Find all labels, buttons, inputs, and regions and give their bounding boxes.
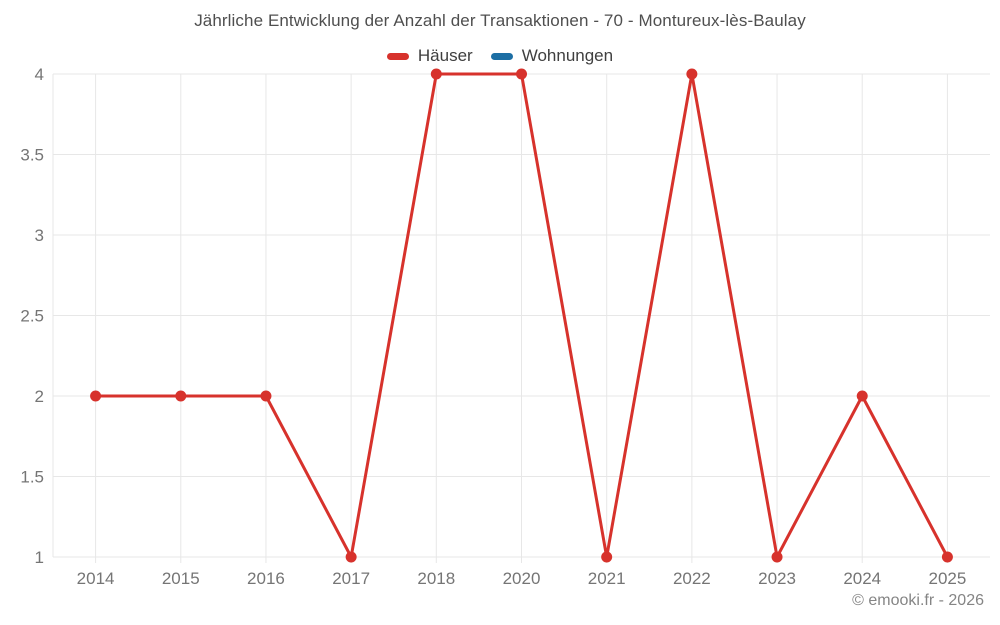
x-tick-label: 2021 [588,569,626,588]
legend-swatch-wohnungen-icon [490,52,513,60]
y-tick-label: 2 [35,387,44,406]
x-tick-label: 2017 [332,569,370,588]
y-tick-label: 2.5 [20,307,44,326]
x-tick-label: 2016 [247,569,285,588]
legend-item-hauser[interactable]: Häuser [386,46,473,66]
data-point[interactable] [175,390,187,402]
chart-footer-copyright: © emooki.fr - 2026 [852,592,984,609]
x-tick-label: 2018 [417,569,455,588]
data-point[interactable] [686,68,698,80]
y-tick-label: 1 [35,548,44,567]
data-point[interactable] [601,551,613,563]
y-tick-label: 3 [35,226,44,245]
data-point[interactable] [345,551,357,563]
legend-swatch-hauser-icon [386,52,409,60]
x-tick-label: 2015 [162,569,200,588]
x-tick-label: 2022 [673,569,711,588]
data-point[interactable] [260,390,272,402]
x-tick-label: 2020 [503,569,541,588]
data-point[interactable] [430,68,442,80]
legend-item-wohnungen[interactable]: Wohnungen [490,46,614,66]
data-point[interactable] [856,390,868,402]
y-tick-label: 3.5 [20,146,44,165]
x-tick-label: 2014 [77,569,115,588]
legend-label-hauser: Häuser [417,46,473,65]
data-point[interactable] [516,68,527,80]
data-point[interactable] [771,551,783,563]
data-point[interactable] [90,390,102,402]
chart-legend: Häuser Wohnungen [0,46,1000,66]
chart-title: Jährliche Entwicklung der Anzahl der Tra… [194,11,806,30]
data-point[interactable] [941,551,953,563]
x-tick-label: 2024 [843,569,881,588]
x-tick-label: 2023 [758,569,796,588]
y-tick-label: 1.5 [20,468,44,487]
y-tick-label: 4 [35,65,44,84]
legend-label-wohnungen: Wohnungen [521,46,614,65]
x-tick-label: 2025 [928,569,966,588]
